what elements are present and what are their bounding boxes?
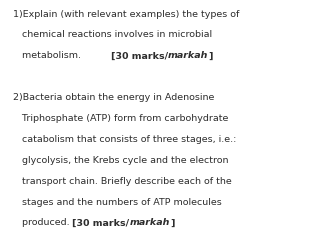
Text: stages and the numbers of ATP molecules: stages and the numbers of ATP molecules: [13, 198, 221, 206]
Text: chemical reactions involves in microbial: chemical reactions involves in microbial: [13, 30, 212, 39]
Text: 1)Explain (with relevant examples) the types of: 1)Explain (with relevant examples) the t…: [13, 10, 239, 19]
Text: [30 marks/: [30 marks/: [72, 218, 130, 227]
Text: metabolism.: metabolism.: [13, 51, 111, 60]
Text: markah: markah: [168, 51, 208, 60]
Text: ]: ]: [170, 218, 174, 227]
Text: catabolism that consists of three stages, i.e.:: catabolism that consists of three stages…: [13, 135, 236, 144]
Text: glycolysis, the Krebs cycle and the electron: glycolysis, the Krebs cycle and the elec…: [13, 156, 228, 165]
Text: markah: markah: [130, 218, 170, 227]
Text: 2)Bacteria obtain the energy in Adenosine: 2)Bacteria obtain the energy in Adenosin…: [13, 93, 214, 102]
Text: produced.: produced.: [13, 218, 72, 227]
Text: ]: ]: [208, 51, 213, 60]
Text: transport chain. Briefly describe each of the: transport chain. Briefly describe each o…: [13, 177, 232, 186]
Text: Triphosphate (ATP) form from carbohydrate: Triphosphate (ATP) form from carbohydrat…: [13, 114, 228, 123]
Text: [30 marks/: [30 marks/: [111, 51, 168, 60]
